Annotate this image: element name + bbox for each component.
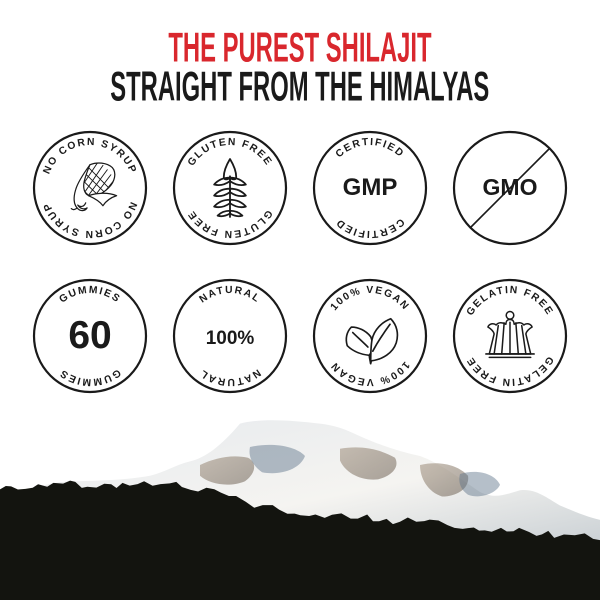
svg-text:GUMMIES: GUMMIES [58, 285, 123, 306]
svg-text:100%: 100% [206, 328, 255, 349]
svg-text:GMP: GMP [343, 174, 398, 201]
svg-text:CERTIFIED: CERTIFIED [334, 137, 406, 160]
svg-text:NATURAL: NATURAL [198, 367, 263, 388]
svg-text:60: 60 [68, 314, 111, 357]
svg-text:NATURAL: NATURAL [198, 285, 263, 306]
svg-text:CERTIFIED: CERTIFIED [334, 216, 406, 239]
svg-text:GMO: GMO [483, 174, 538, 200]
svg-text:GUMMIES: GUMMIES [58, 366, 123, 387]
